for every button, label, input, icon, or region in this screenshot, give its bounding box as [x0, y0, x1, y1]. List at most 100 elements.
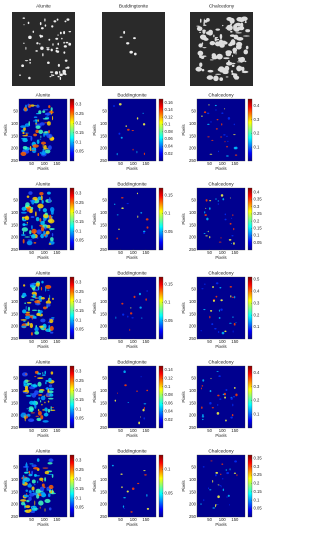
bright-speck [48, 38, 51, 41]
bright-speck [207, 30, 213, 36]
map-blob [201, 415, 205, 418]
colorbar-tick-label: 0.05 [76, 416, 85, 421]
map-blob [41, 280, 44, 284]
map-blob [208, 104, 210, 106]
y-tick-label: 150 [189, 133, 197, 138]
map-blob [231, 235, 234, 237]
map-blob [28, 121, 31, 126]
colorbar-tick-label: 0.1 [76, 139, 82, 144]
map-blob [32, 309, 38, 311]
map-blob [37, 410, 42, 416]
y-tick-label: 250 [11, 514, 19, 519]
map-blob [203, 111, 207, 114]
map-blob [29, 400, 35, 405]
panel-title: Buddingtonite [117, 181, 147, 187]
abundance-map [108, 188, 156, 250]
map-blob [44, 226, 47, 230]
map-blob [41, 480, 44, 483]
map-blob [228, 239, 232, 241]
map-blob [25, 505, 31, 509]
x-axis-label: Pixels [126, 344, 137, 349]
map-blob [202, 414, 204, 417]
map-blob [27, 103, 30, 107]
bright-speck [66, 18, 70, 21]
map-blob [217, 484, 220, 486]
y-tick-label: 250 [100, 336, 108, 341]
map-frame [18, 365, 68, 429]
map-blob [137, 215, 139, 218]
map-blob [48, 393, 54, 397]
map-blob [204, 211, 206, 214]
y-tick-label: 150 [189, 489, 197, 494]
map-blob [35, 282, 40, 287]
colorbar-tick-label: 0.3 [76, 191, 82, 196]
map-blob [217, 495, 220, 499]
map-blob [52, 297, 54, 301]
map-blob [26, 467, 28, 472]
panel-title: Alunite [36, 359, 51, 365]
map-blob [42, 108, 49, 111]
map-blob [35, 415, 39, 417]
y-axis-label: Pixels [92, 302, 97, 313]
x-tick-label: 100 [41, 428, 49, 433]
x-tick-label: 50 [29, 339, 34, 344]
map-blob [48, 484, 54, 490]
x-tick-label: 150 [231, 339, 239, 344]
bright-speck [195, 66, 202, 72]
map-blob [26, 195, 30, 198]
map-blob [215, 471, 219, 474]
bright-speck [44, 18, 46, 22]
bright-speck [245, 45, 249, 50]
map-blob [50, 209, 54, 215]
y-tick-label: 200 [189, 413, 197, 418]
map-blob [39, 302, 40, 304]
y-tick-label: 250 [100, 425, 108, 430]
map-blob [35, 217, 40, 222]
map-blob [28, 191, 33, 195]
map-blob [138, 421, 141, 425]
x-axis-label: Pixels [37, 255, 48, 260]
y-tick-label: 50 [102, 465, 107, 470]
bright-speck [199, 35, 205, 39]
colorbar [247, 454, 253, 518]
colorbar-tick-label: 0.4 [254, 370, 260, 375]
bright-speck [213, 34, 215, 38]
panel-title: Chalcedony [208, 448, 234, 454]
map-blob [48, 397, 54, 400]
map-blob [48, 218, 55, 224]
y-axis-label: Pixels [3, 302, 8, 313]
map-blob [26, 499, 30, 503]
colorbar [69, 454, 75, 518]
map-blob [229, 504, 231, 506]
y-tick-label: 150 [100, 222, 108, 227]
x-tick-label: 150 [231, 428, 239, 433]
map-blob [30, 149, 36, 151]
map-blob [218, 331, 220, 333]
colorbar [69, 276, 75, 340]
map-blob [116, 237, 118, 240]
y-tick-label: 200 [189, 324, 197, 329]
map-blob [34, 376, 37, 378]
bright-speck [54, 71, 59, 75]
colorbar-tick-label: 0.05 [165, 229, 174, 234]
map-blob [220, 299, 223, 302]
map-blob [210, 460, 213, 462]
map-frame [196, 365, 246, 429]
bright-speck [236, 37, 244, 41]
map-texture [200, 460, 238, 509]
map-blob [29, 508, 32, 512]
colorbar-tick-label: 0.25 [76, 378, 85, 383]
map-blob [42, 208, 48, 213]
y-tick-label: 150 [100, 489, 108, 494]
colorbar-tick-label: 0.35 [254, 455, 263, 460]
map-blob [40, 296, 45, 300]
bright-speck [232, 54, 234, 58]
bright-speck [23, 42, 25, 44]
map-blob [40, 318, 46, 323]
bright-speck [201, 68, 205, 72]
y-tick-label: 250 [11, 158, 19, 163]
map-blob [31, 392, 37, 398]
colorbar-tick-label: 0.1 [76, 406, 82, 411]
x-tick-label: 100 [130, 161, 138, 166]
map-blob [36, 417, 42, 422]
